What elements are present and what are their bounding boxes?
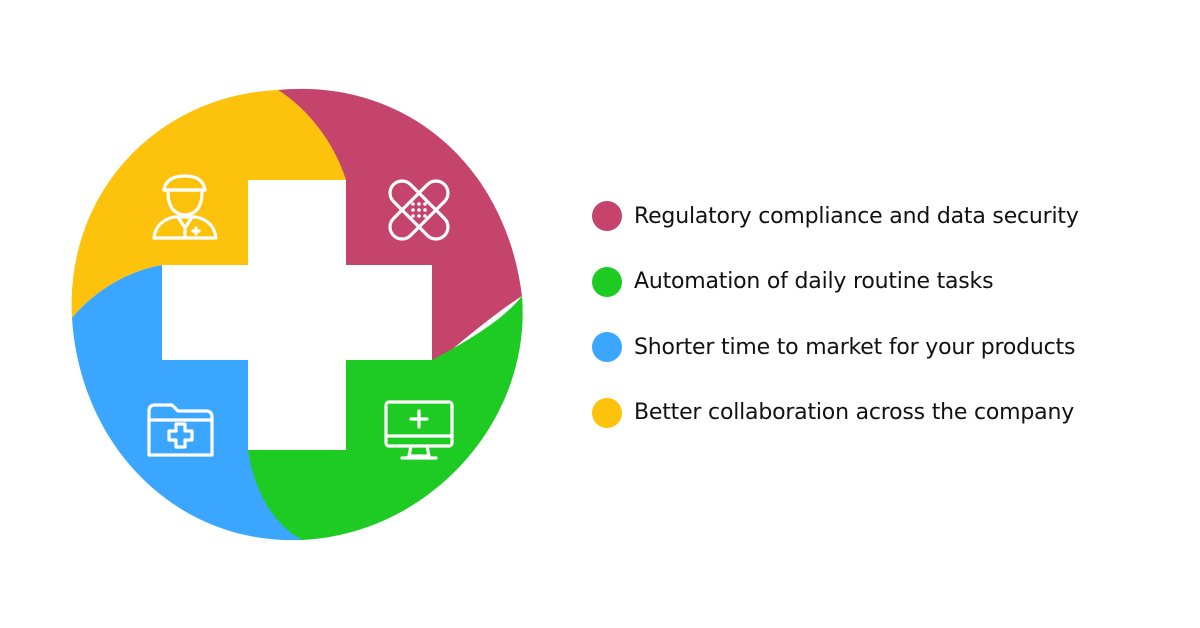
legend: Regulatory compliance and data security … [592, 196, 1079, 458]
legend-item-automation: Automation of daily routine tasks [592, 262, 1079, 302]
doctor-icon [152, 174, 218, 240]
legend-label: Shorter time to market for your products [634, 334, 1076, 360]
legend-label: Automation of daily routine tasks [634, 269, 994, 294]
legend-dot-crimson [592, 201, 622, 231]
bandage-icon [388, 179, 450, 241]
legend-label: Regulatory compliance and data security [634, 203, 1079, 229]
medical-monitor-icon [384, 400, 454, 460]
legend-dot-blue [592, 332, 622, 362]
legend-item-collaboration: Better collaboration across the company [592, 393, 1079, 433]
legend-label: Better collaboration across the company [634, 400, 1075, 425]
legend-dot-yellow [592, 397, 622, 428]
legend-dot-green [592, 266, 622, 297]
medical-cross-icon [162, 180, 432, 450]
medical-pinwheel-diagram [71, 88, 523, 541]
segment-time-to-market [72, 265, 302, 541]
segment-collaboration [71, 90, 347, 318]
segment-regulatory-compliance [278, 88, 522, 376]
legend-item-regulatory-compliance: Regulatory compliance and data security [592, 196, 1079, 236]
medical-folder-icon [147, 403, 214, 457]
legend-item-time-to-market: Shorter time to market for your products [592, 327, 1079, 367]
